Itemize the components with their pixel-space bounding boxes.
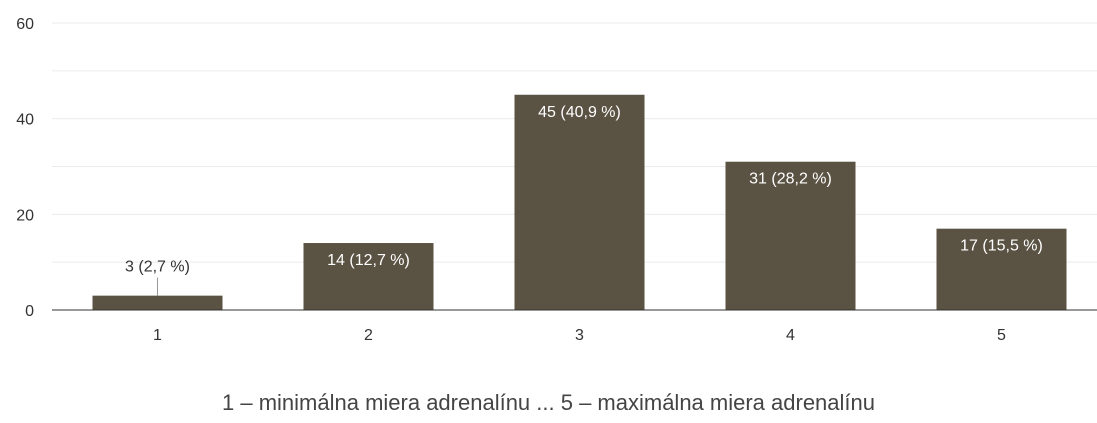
x-tick-label: 4 xyxy=(786,327,795,344)
data-label: 31 (28,2 %) xyxy=(749,171,832,188)
bar-3[interactable] xyxy=(514,94,645,310)
data-label: 14 (12,7 %) xyxy=(327,252,410,269)
y-tick-label: 20 xyxy=(16,207,34,224)
x-tick-label: 2 xyxy=(364,327,373,344)
bar-4[interactable] xyxy=(725,161,856,310)
y-tick-labels: 0 20 40 60 xyxy=(16,16,34,320)
bar-1[interactable] xyxy=(92,295,223,310)
x-tick-label: 5 xyxy=(997,327,1006,344)
y-tick-label: 0 xyxy=(25,303,34,320)
chart-caption: 1 – minimálna miera adrenalínu ... 5 – m… xyxy=(222,390,875,415)
x-tick-label: 3 xyxy=(575,327,584,344)
data-labels: 3 (2,7 %) 14 (12,7 %) 45 (40,9 %) 31 (28,2 … xyxy=(125,104,1043,296)
x-tick-labels: 1 2 3 4 5 xyxy=(153,327,1006,344)
y-tick-label: 60 xyxy=(16,16,34,33)
x-tick-label: 1 xyxy=(153,327,162,344)
data-label: 3 (2,7 %) xyxy=(125,259,190,276)
bar-chart: 3 (2,7 %) 14 (12,7 %) 45 (40,9 %) 31 (28,2 … xyxy=(16,16,1097,344)
data-label: 17 (15,5 %) xyxy=(960,238,1043,255)
bar-2[interactable] xyxy=(303,243,434,310)
y-tick-label: 40 xyxy=(16,112,34,129)
bar-5[interactable] xyxy=(936,228,1067,310)
data-label: 45 (40,9 %) xyxy=(538,104,621,121)
bars xyxy=(92,94,1067,310)
